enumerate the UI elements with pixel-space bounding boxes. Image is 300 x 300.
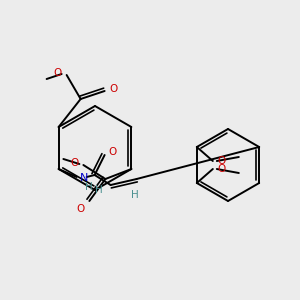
Text: H: H	[131, 190, 139, 200]
Text: O: O	[109, 147, 117, 157]
Text: H: H	[85, 182, 92, 192]
Text: O: O	[70, 158, 79, 168]
Text: H: H	[95, 185, 103, 195]
Text: O: O	[218, 156, 226, 166]
Text: O: O	[110, 84, 118, 94]
Text: O: O	[218, 164, 226, 174]
Text: O: O	[53, 68, 62, 78]
Text: N: N	[80, 173, 88, 183]
Text: O: O	[76, 204, 85, 214]
